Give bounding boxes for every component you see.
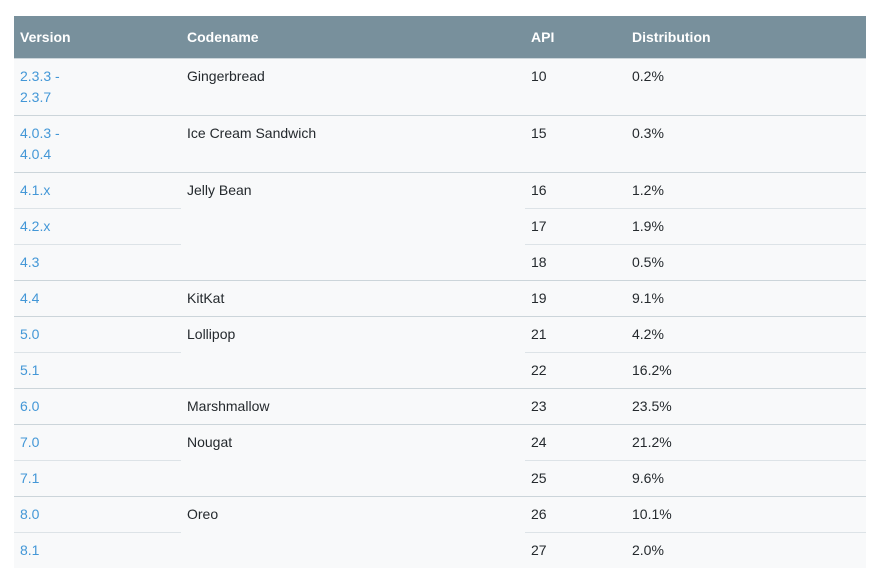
table-row: 4.1.x Jelly Bean 16 1.2% xyxy=(14,171,866,280)
version-cell: 4.1.x xyxy=(14,171,181,208)
codename-cell: Jelly Bean xyxy=(181,171,525,280)
api-cell: 10 xyxy=(525,57,626,115)
api-cell: 22 xyxy=(525,351,626,388)
table-row: 5.0 Lollipop 21 4.2% xyxy=(14,315,866,388)
column-header-distribution: Distribution xyxy=(626,16,866,58)
api-cell: 26 xyxy=(525,495,626,532)
column-header-version: Version xyxy=(14,16,181,58)
codename-cell: Ice Cream Sandwich xyxy=(181,114,525,172)
version-cell: 4.4 xyxy=(14,279,181,316)
api-cell: 24 xyxy=(525,423,626,460)
codename-cell: Nougat xyxy=(181,423,525,496)
codename-cell: Marshmallow xyxy=(181,387,525,424)
version-cell: 8.1 xyxy=(14,531,181,568)
table-row: 4.4 KitKat 19 9.1% xyxy=(14,279,866,316)
version-link[interactable]: 8.0 xyxy=(20,505,40,522)
version-cell: 7.0 xyxy=(14,423,181,460)
table-row: 4.0.3 - 4.0.4 Ice Cream Sandwich 15 0.3% xyxy=(14,114,866,172)
version-cell: 5.0 xyxy=(14,315,181,352)
api-cell: 17 xyxy=(525,207,626,244)
version-cell: 4.2.x xyxy=(14,207,181,244)
version-cell: 4.3 xyxy=(14,243,181,280)
api-cell: 23 xyxy=(525,387,626,424)
column-header-codename: Codename xyxy=(181,16,525,58)
distribution-cell: 0.2% xyxy=(626,57,866,115)
codename-cell: Oreo xyxy=(181,495,525,568)
table-row: 7.0 Nougat 24 21.2% xyxy=(14,423,866,496)
api-cell: 16 xyxy=(525,171,626,208)
distribution-table: Version Codename API Distribution 2.3.3 … xyxy=(14,16,866,568)
distribution-cell: 0.5% xyxy=(626,243,866,280)
table-row: 8.1 27 2.0% xyxy=(14,531,866,568)
api-cell: 15 xyxy=(525,114,626,172)
api-cell: 19 xyxy=(525,279,626,316)
api-cell: 18 xyxy=(525,243,626,280)
version-link[interactable]: 5.1 xyxy=(20,361,40,378)
distribution-cell: 9.6% xyxy=(626,459,866,496)
version-link[interactable]: 7.0 xyxy=(20,433,40,450)
version-link[interactable]: 2.3.3 - 2.3.7 xyxy=(20,67,60,105)
table-row: 5.1 22 16.2% xyxy=(14,351,866,388)
api-cell: 27 xyxy=(525,531,626,568)
version-link[interactable]: 7.1 xyxy=(20,469,40,486)
version-cell: 6.0 xyxy=(14,387,181,424)
distribution-cell: 23.5% xyxy=(626,387,866,424)
api-cell: 21 xyxy=(525,315,626,352)
version-link[interactable]: 4.3 xyxy=(20,253,40,270)
distribution-cell: 0.3% xyxy=(626,114,866,172)
distribution-cell: 1.2% xyxy=(626,171,866,208)
distribution-cell: 1.9% xyxy=(626,207,866,244)
version-cell: 8.0 xyxy=(14,495,181,532)
distribution-cell: 9.1% xyxy=(626,279,866,316)
version-cell: 7.1 xyxy=(14,459,181,496)
version-link[interactable]: 6.0 xyxy=(20,397,40,414)
codename-cell: Gingerbread xyxy=(181,57,525,115)
header-row: Version Codename API Distribution xyxy=(14,16,866,58)
android-version-distribution-table: Version Codename API Distribution 2.3.3 … xyxy=(14,16,866,568)
distribution-cell: 21.2% xyxy=(626,423,866,460)
distribution-cell: 10.1% xyxy=(626,495,866,532)
table-row: 4.2.x 17 1.9% xyxy=(14,207,866,244)
version-cell: 4.0.3 - 4.0.4 xyxy=(14,114,181,172)
column-header-api: API xyxy=(525,16,626,58)
table-row: 4.3 18 0.5% xyxy=(14,243,866,280)
table-row: 6.0 Marshmallow 23 23.5% xyxy=(14,387,866,424)
distribution-cell: 4.2% xyxy=(626,315,866,352)
version-link[interactable]: 4.2.x xyxy=(20,217,51,234)
table-row: 8.0 Oreo 26 10.1% xyxy=(14,495,866,568)
distribution-cell: 16.2% xyxy=(626,351,866,388)
version-link[interactable]: 4.4 xyxy=(20,289,40,306)
codename-cell: KitKat xyxy=(181,279,525,316)
version-link[interactable]: 5.0 xyxy=(20,325,40,342)
version-link[interactable]: 8.1 xyxy=(20,541,40,558)
table-row: 2.3.3 - 2.3.7 Gingerbread 10 0.2% xyxy=(14,57,866,115)
api-cell: 25 xyxy=(525,459,626,496)
version-link[interactable]: 4.0.3 - 4.0.4 xyxy=(20,124,60,162)
table-header: Version Codename API Distribution xyxy=(14,16,866,58)
version-cell: 2.3.3 - 2.3.7 xyxy=(14,57,181,115)
codename-cell: Lollipop xyxy=(181,315,525,388)
version-cell: 5.1 xyxy=(14,351,181,388)
version-link[interactable]: 4.1.x xyxy=(20,181,51,198)
distribution-cell: 2.0% xyxy=(626,531,866,568)
table-body: 2.3.3 - 2.3.7 Gingerbread 10 0.2% 4.0.3 … xyxy=(14,57,866,568)
table-row: 7.1 25 9.6% xyxy=(14,459,866,496)
